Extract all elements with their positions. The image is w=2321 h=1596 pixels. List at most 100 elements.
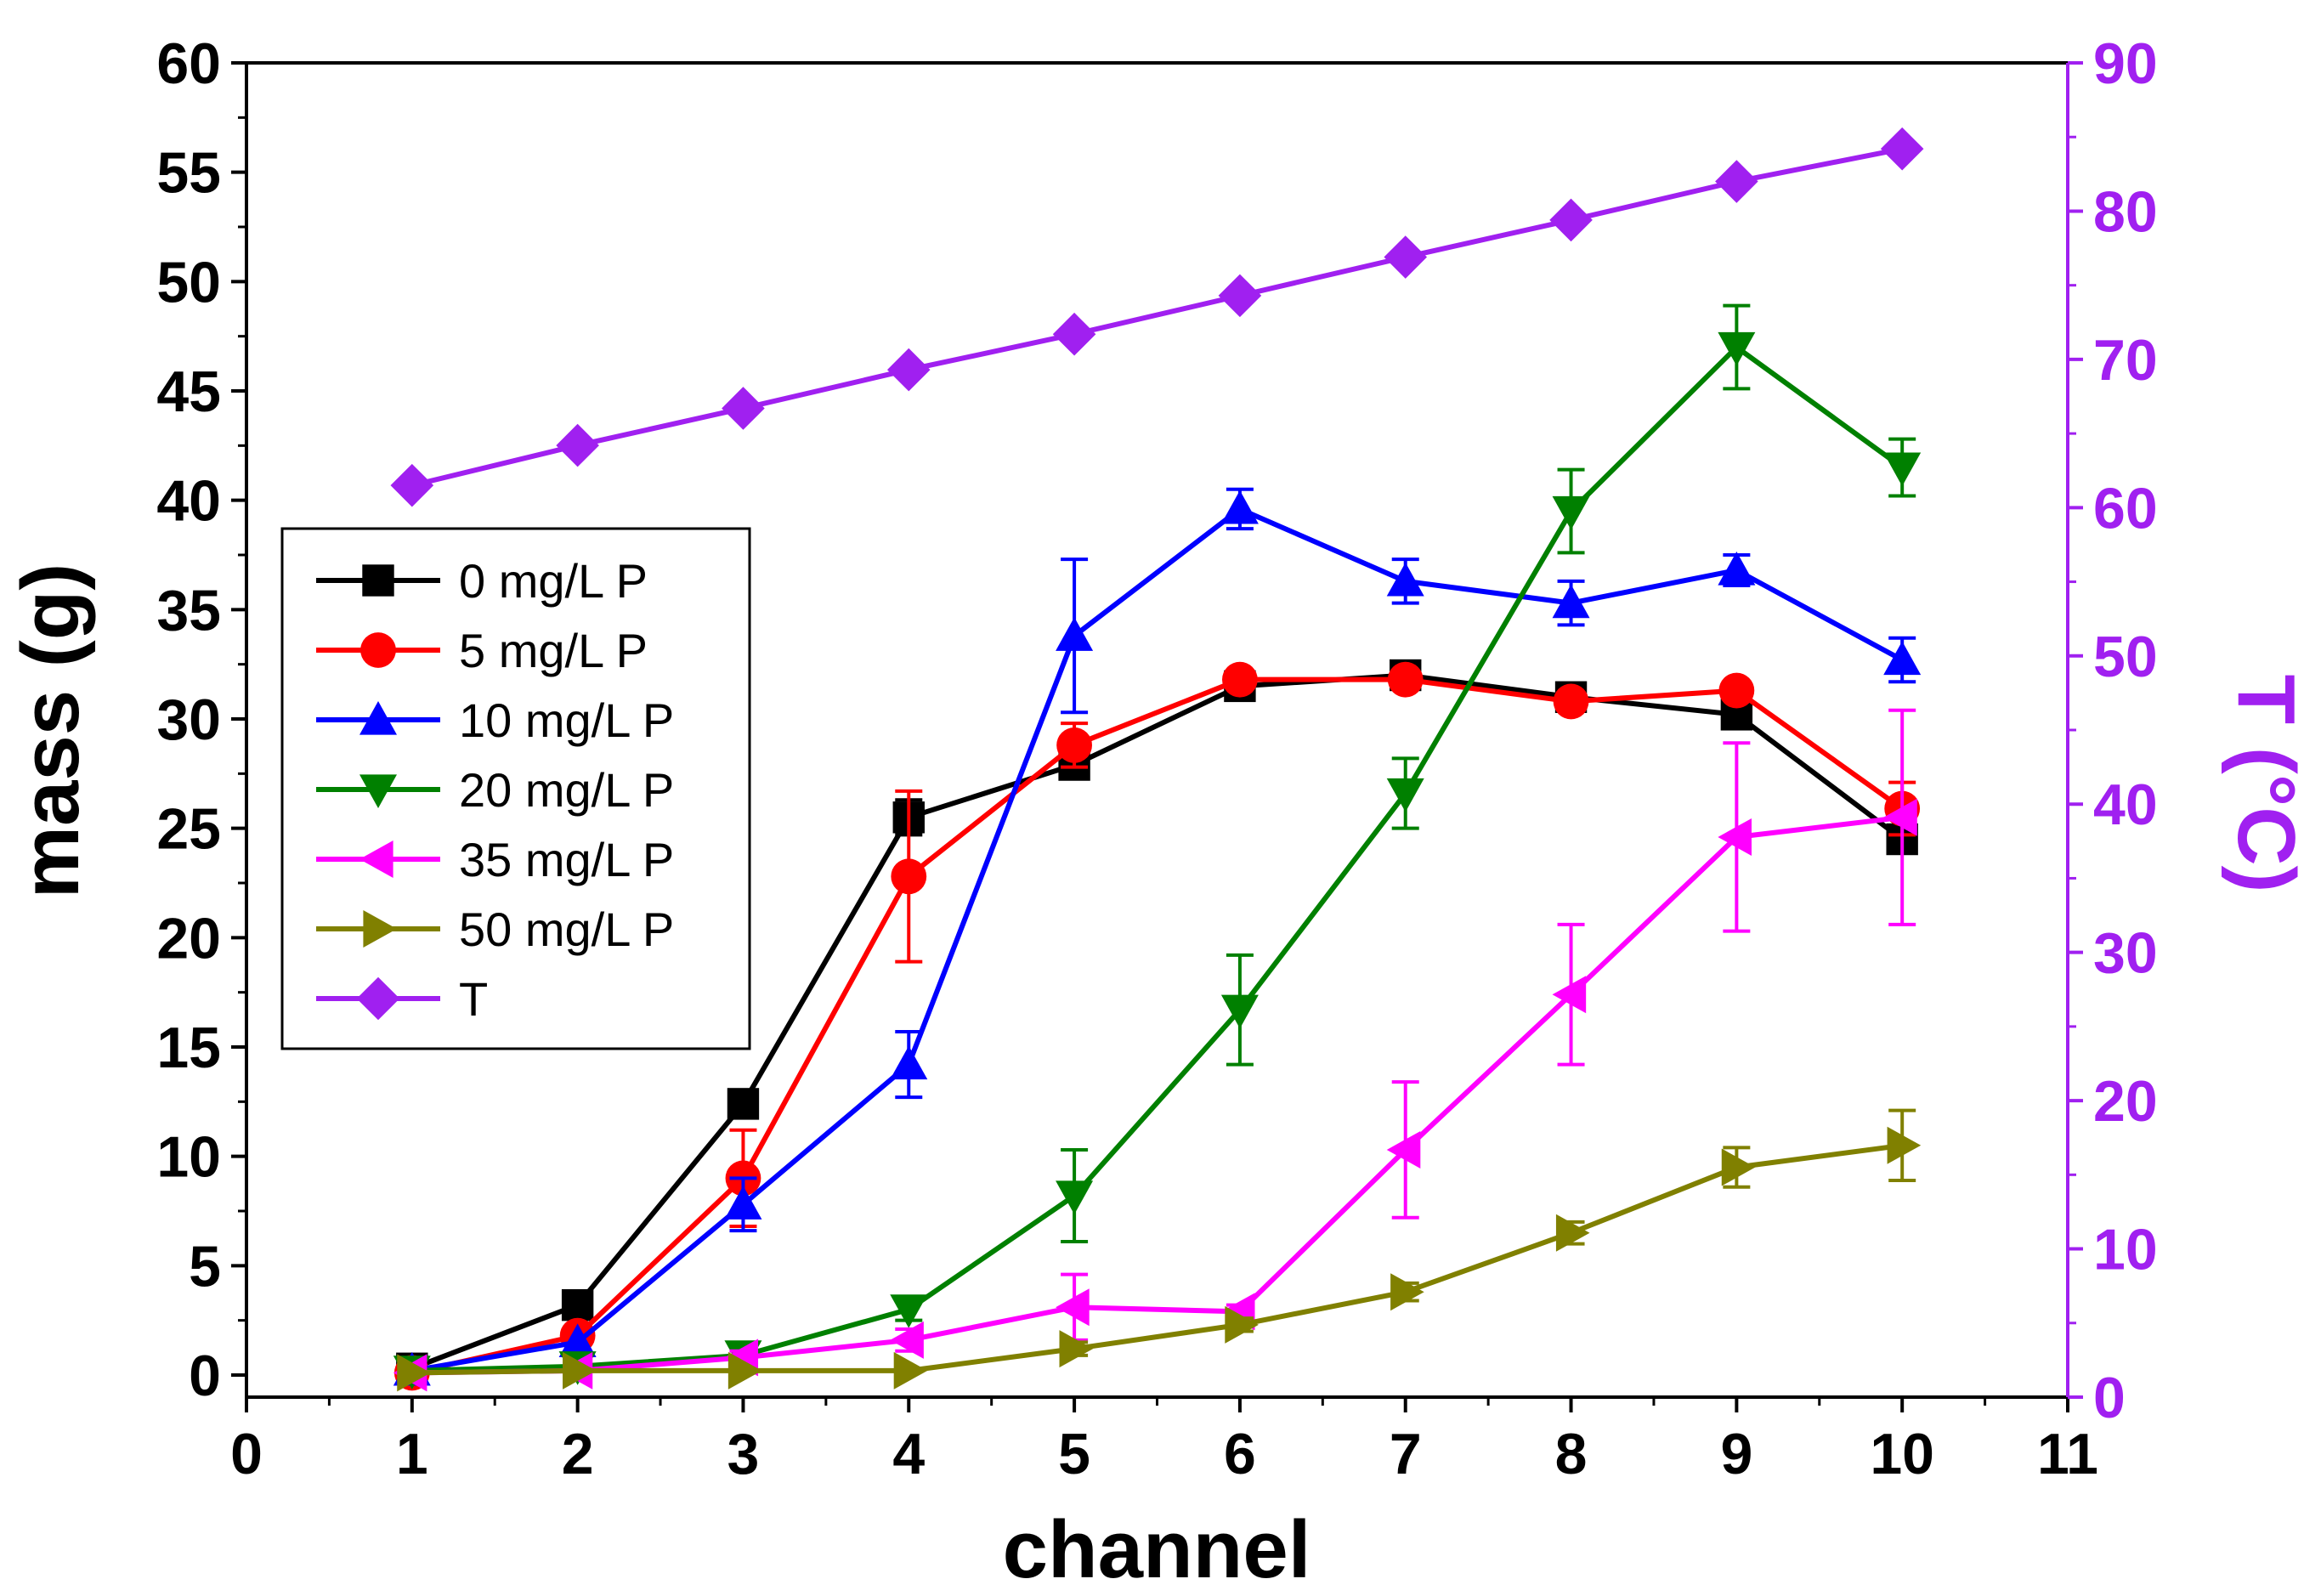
- y-left-tick-label: 20: [156, 906, 221, 971]
- legend-marker: [360, 632, 396, 668]
- series-line: [410, 672, 1904, 1372]
- x-tick-label: 0: [230, 1422, 263, 1486]
- y-left-tick-label: 30: [156, 688, 221, 752]
- legend: 0 mg/L P 5 mg/L P 10 mg/L P 20 mg/L P 35 mg/…: [280, 527, 751, 1050]
- data-point: [1220, 490, 1259, 524]
- y-right-tick-label: 90: [2093, 31, 2158, 96]
- data-point: [890, 1321, 924, 1359]
- legend-label: 20 mg/L P: [459, 763, 674, 817]
- legend-item: 0 mg/L P: [316, 554, 648, 608]
- y-left-tick-label: 55: [156, 141, 221, 206]
- series-50-mg-l-p: [397, 1108, 1922, 1392]
- x-tick-label: 2: [562, 1422, 594, 1486]
- data-point: [1387, 661, 1424, 698]
- data-point: [1553, 683, 1589, 720]
- y-left-tick-label: 10: [156, 1125, 221, 1190]
- y-left-tick-label: 15: [156, 1016, 221, 1080]
- y-left-tick-label: 40: [156, 469, 221, 534]
- y-axis-left-title: mass (g): [5, 563, 96, 899]
- legend-item: 20 mg/L P: [316, 763, 674, 817]
- data-point: [1059, 1330, 1094, 1368]
- data-point: [563, 1351, 597, 1389]
- y-left-tick-label: 0: [189, 1344, 221, 1408]
- data-point: [1718, 331, 1756, 366]
- data-point: [390, 463, 434, 507]
- data-point: [556, 423, 599, 467]
- data-point: [1552, 976, 1587, 1014]
- legend-marker: [359, 774, 397, 808]
- data-point: [1220, 994, 1259, 1029]
- y-right-tick-label: 70: [2093, 328, 2158, 393]
- x-tick-label: 11: [2037, 1422, 2098, 1486]
- legend-label: 35 mg/L P: [459, 833, 674, 886]
- series-35-mg-l-p: [393, 708, 1917, 1392]
- data-point: [1721, 1148, 1756, 1186]
- x-tick-label: 5: [1058, 1422, 1090, 1486]
- data-point: [724, 1186, 762, 1220]
- series-10-mg-l-p: [393, 487, 1922, 1386]
- data-point: [397, 1354, 431, 1392]
- data-point: [1883, 798, 1917, 836]
- y-left-tick-label: 5: [189, 1234, 221, 1299]
- legend-marker: [356, 976, 400, 1021]
- y-axis-right-title: T (°C): [2221, 675, 2312, 893]
- x-tick-label: 6: [1224, 1422, 1256, 1486]
- y-left-tick-label: 35: [156, 578, 221, 642]
- legend-marker: [362, 564, 394, 597]
- series-line: [411, 344, 1904, 1373]
- data-point: [890, 1294, 928, 1328]
- data-point: [893, 1351, 928, 1389]
- data-point: [1552, 495, 1590, 530]
- data-point: [727, 1088, 760, 1120]
- x-tick-label: 9: [1720, 1422, 1752, 1486]
- data-point: [1718, 818, 1752, 856]
- series-line: [411, 1142, 1903, 1376]
- data-point: [1386, 778, 1424, 812]
- data-point: [1390, 1273, 1424, 1311]
- y-left-tick-label: 60: [156, 31, 221, 96]
- ticks-layer: 0 1 2 3 4 5 6 7 8 9 10 1105101520253035404550556001…: [156, 31, 2157, 1486]
- x-tick-label: 1: [396, 1422, 428, 1486]
- data-point: [1718, 552, 1756, 586]
- series-t: [390, 127, 1924, 507]
- data-point: [1222, 661, 1258, 698]
- data-point: [1555, 1214, 1590, 1252]
- legend-item: 10 mg/L P: [316, 693, 674, 747]
- legend-label: 5 mg/L P: [459, 624, 648, 677]
- legend-marker: [359, 701, 397, 735]
- data-point: [1056, 727, 1092, 763]
- data-point: [886, 348, 931, 392]
- data-point: [1225, 1305, 1259, 1344]
- data-point: [1384, 235, 1428, 279]
- data-point: [1056, 617, 1094, 651]
- data-point: [722, 387, 765, 430]
- legend-label: 10 mg/L P: [459, 693, 674, 747]
- data-point: [1883, 452, 1922, 487]
- data-point: [1052, 312, 1096, 356]
- data-point: [727, 1351, 762, 1389]
- data-point: [1056, 1180, 1094, 1214]
- data-point: [1056, 1288, 1090, 1327]
- data-point: [1218, 274, 1262, 318]
- legend-label: T: [459, 972, 488, 1026]
- series-line: [411, 146, 1903, 489]
- data-point: [891, 858, 927, 895]
- x-tick-label: 4: [892, 1422, 925, 1486]
- y-right-tick-label: 50: [2093, 625, 2158, 689]
- y-right-tick-label: 60: [2093, 476, 2158, 540]
- data-point: [558, 1323, 597, 1357]
- series-line: [411, 676, 1904, 1376]
- series-line: [411, 506, 1904, 1373]
- y-right-tick-label: 10: [2093, 1218, 2158, 1282]
- series-line: [411, 814, 1903, 1376]
- legend-item: 50 mg/L P: [316, 903, 674, 956]
- x-tick-label: 7: [1390, 1422, 1422, 1486]
- data-point: [1715, 160, 1758, 203]
- y-right-tick-label: 40: [2093, 773, 2158, 837]
- legend-label: 0 mg/L P: [459, 554, 648, 608]
- y-right-tick-label: 20: [2093, 1069, 2158, 1134]
- series-layer: [390, 127, 1924, 1392]
- legend-item: T: [316, 972, 488, 1026]
- data-point: [1552, 584, 1590, 619]
